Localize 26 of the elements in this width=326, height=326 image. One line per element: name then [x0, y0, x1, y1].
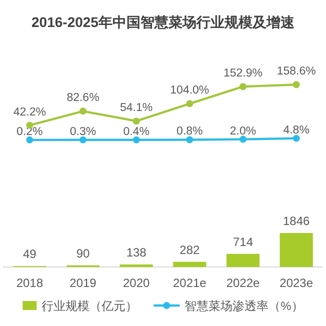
data-label: 138 — [126, 245, 146, 260]
data-label: 152.9% — [224, 68, 262, 80]
legend-label: 智慧菜场渗透率（%） — [184, 299, 304, 313]
data-label: 0.8% — [176, 126, 203, 138]
x-tick: 2022e — [226, 276, 260, 290]
data-label: 104.0% — [170, 84, 210, 97]
data-label: 2.0% — [230, 125, 256, 138]
x-tick: 2018 — [16, 276, 44, 290]
x-tick: 2021e — [172, 276, 206, 290]
x-tick: 2020 — [122, 276, 150, 290]
data-label: 282 — [180, 242, 200, 257]
title: 2016-2025年中国智慧菜场行业规模及增速 — [32, 14, 294, 30]
data-label: 82.6% — [66, 92, 100, 104]
data-label: 1846 — [282, 214, 310, 228]
data-label: 49 — [22, 247, 36, 262]
data-label: 158.6% — [276, 66, 316, 78]
data-label: 42.2% — [13, 106, 46, 118]
x-tick: 2023e — [280, 276, 314, 290]
data-label: 54.1% — [120, 102, 153, 114]
legend-label: 行业规模（亿元） — [42, 299, 138, 313]
data-label: 0.4% — [123, 126, 150, 138]
data-label: 4.8% — [283, 124, 310, 136]
x-tick: 2019 — [70, 276, 96, 290]
data-label: 714 — [232, 234, 254, 249]
data-label: 90 — [76, 246, 90, 260]
data-label: 0.3% — [70, 126, 96, 138]
